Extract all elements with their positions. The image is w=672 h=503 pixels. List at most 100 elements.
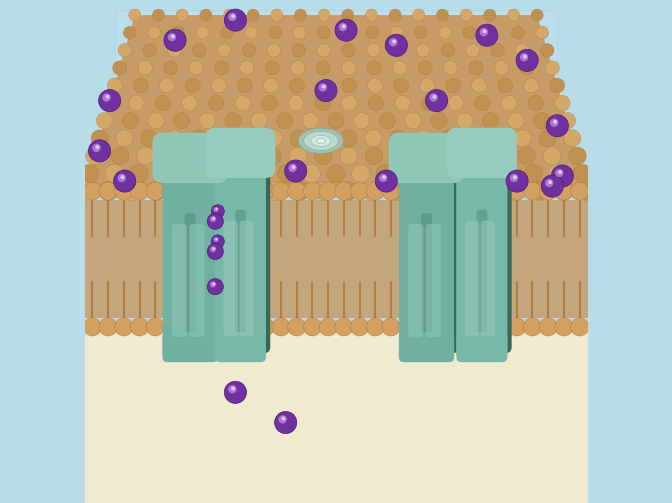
Circle shape	[489, 130, 506, 147]
Circle shape	[214, 237, 218, 242]
Circle shape	[558, 170, 562, 174]
Circle shape	[416, 147, 434, 165]
Circle shape	[534, 113, 550, 129]
Circle shape	[555, 318, 573, 336]
Circle shape	[458, 182, 477, 201]
Circle shape	[366, 26, 379, 39]
Circle shape	[546, 115, 569, 137]
Circle shape	[194, 182, 212, 200]
Circle shape	[129, 9, 141, 21]
Circle shape	[519, 61, 534, 75]
Circle shape	[392, 61, 407, 75]
Circle shape	[314, 147, 332, 165]
Circle shape	[187, 147, 205, 165]
FancyBboxPatch shape	[115, 10, 557, 191]
Circle shape	[136, 147, 155, 165]
Circle shape	[162, 182, 180, 200]
Circle shape	[420, 78, 435, 93]
Circle shape	[290, 130, 307, 147]
FancyBboxPatch shape	[172, 224, 187, 337]
Circle shape	[292, 44, 306, 57]
Circle shape	[263, 78, 278, 93]
Circle shape	[418, 61, 432, 75]
Circle shape	[241, 130, 257, 147]
Circle shape	[464, 130, 481, 147]
Circle shape	[507, 9, 519, 21]
FancyBboxPatch shape	[230, 147, 266, 361]
Circle shape	[159, 78, 174, 93]
FancyBboxPatch shape	[489, 160, 511, 353]
Circle shape	[191, 130, 208, 147]
Circle shape	[317, 26, 330, 39]
Circle shape	[213, 147, 230, 165]
Circle shape	[315, 96, 331, 111]
Circle shape	[523, 318, 542, 336]
Circle shape	[548, 164, 567, 183]
Circle shape	[267, 44, 281, 57]
Circle shape	[319, 83, 327, 92]
Circle shape	[164, 29, 186, 51]
Circle shape	[212, 247, 215, 250]
Circle shape	[391, 44, 405, 57]
Circle shape	[162, 318, 180, 336]
Circle shape	[200, 9, 212, 21]
Circle shape	[267, 182, 286, 201]
Circle shape	[172, 26, 185, 39]
Circle shape	[278, 164, 296, 183]
Circle shape	[392, 39, 396, 43]
Circle shape	[421, 96, 437, 111]
Circle shape	[130, 164, 148, 183]
Circle shape	[366, 147, 383, 165]
Circle shape	[341, 96, 357, 111]
Circle shape	[193, 44, 206, 57]
Circle shape	[432, 95, 436, 99]
Circle shape	[389, 9, 401, 21]
Circle shape	[448, 96, 464, 111]
Circle shape	[506, 182, 526, 201]
Circle shape	[238, 147, 256, 165]
Circle shape	[118, 44, 132, 57]
Circle shape	[99, 182, 118, 201]
Circle shape	[95, 145, 99, 149]
Circle shape	[114, 170, 136, 192]
Circle shape	[442, 147, 459, 165]
Circle shape	[508, 113, 524, 129]
Circle shape	[185, 78, 200, 93]
Circle shape	[482, 182, 501, 201]
Circle shape	[224, 318, 243, 336]
Circle shape	[554, 96, 570, 111]
Circle shape	[339, 23, 347, 31]
Circle shape	[460, 182, 478, 200]
Circle shape	[215, 208, 218, 210]
Circle shape	[212, 283, 215, 285]
Circle shape	[155, 164, 173, 183]
Circle shape	[492, 182, 510, 200]
Circle shape	[285, 160, 307, 182]
FancyBboxPatch shape	[399, 152, 436, 361]
FancyBboxPatch shape	[222, 160, 245, 353]
Circle shape	[176, 9, 188, 21]
Circle shape	[215, 238, 218, 240]
Circle shape	[508, 182, 526, 200]
Circle shape	[194, 318, 212, 336]
Circle shape	[375, 170, 397, 192]
Circle shape	[415, 26, 427, 39]
Circle shape	[224, 9, 235, 21]
Circle shape	[351, 182, 369, 200]
Circle shape	[415, 130, 431, 147]
Circle shape	[441, 44, 454, 57]
Circle shape	[351, 164, 370, 183]
FancyBboxPatch shape	[464, 160, 487, 353]
Bar	[85, 200, 587, 318]
Circle shape	[163, 61, 177, 75]
Circle shape	[275, 411, 297, 434]
Circle shape	[484, 9, 496, 21]
Circle shape	[89, 140, 111, 162]
Circle shape	[517, 147, 536, 165]
Circle shape	[366, 9, 378, 21]
Circle shape	[341, 61, 355, 75]
Circle shape	[247, 9, 259, 21]
Circle shape	[75, 182, 94, 201]
Circle shape	[555, 169, 563, 177]
Circle shape	[530, 182, 549, 201]
